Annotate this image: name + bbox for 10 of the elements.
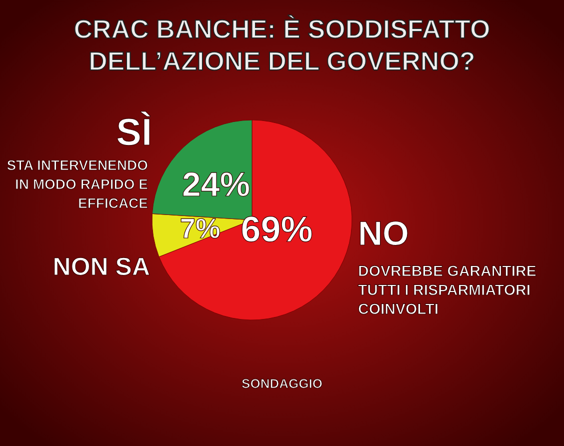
slice-label: SÌ xyxy=(116,111,152,154)
data-label: 24% xyxy=(182,166,250,204)
text: DOVREBBE GARANTIRE TUTTI I RISPARMIATORI COINVOLTI xyxy=(358,263,536,318)
slice-label: NON SA xyxy=(52,253,150,281)
text: STA INTERVENENDO IN MODO RAPIDO E EFFICACE xyxy=(6,157,148,211)
chart-title: CRAC BANCHE: È SODDISFATTO DELL’AZIONE DEL GOVERNO? xyxy=(74,14,490,76)
data-label: 7% xyxy=(180,212,220,244)
slice-label: NO xyxy=(358,215,409,253)
data-label: 69% xyxy=(240,208,313,250)
text: SONDAGGIO xyxy=(242,376,322,391)
